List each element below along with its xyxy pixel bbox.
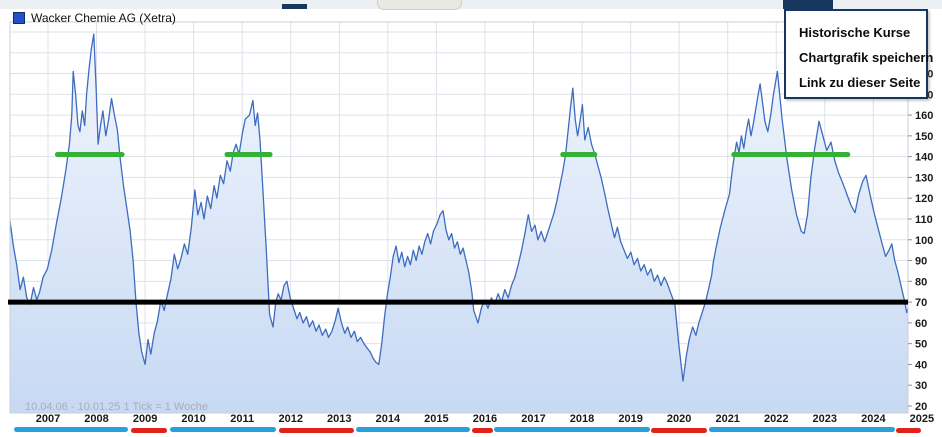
x-axis-label-2019: 2019 [618, 413, 642, 425]
y-axis-label-100: 100 [915, 235, 933, 247]
trend-bar-blue-5 [356, 427, 470, 432]
y-axis-label-80: 80 [915, 276, 927, 288]
menu-item-link-zu-dieser-seite[interactable]: Link zu dieser Seite [799, 75, 921, 90]
y-axis-label-50: 50 [915, 339, 927, 351]
trend-bar-red-10 [896, 428, 921, 433]
trend-bar-blue-1 [14, 427, 128, 432]
trend-bar-red-4 [279, 428, 354, 433]
legend-label: Wacker Chemie AG (Xetra) [31, 11, 176, 25]
x-axis-label-2008: 2008 [84, 413, 108, 425]
menu-anchor-tab[interactable] [783, 0, 833, 9]
x-axis-label-2007: 2007 [36, 413, 60, 425]
y-axis-label-110: 110 [915, 214, 933, 226]
trend-bar-red-2 [131, 428, 167, 433]
x-axis: 2007 2008 2009 2010 2011 2012 2013 2014 2015 2016… [36, 413, 934, 425]
trend-bar-blue-7 [494, 427, 650, 432]
x-axis-label-2018: 2018 [570, 413, 594, 425]
x-axis-label-2017: 2017 [521, 413, 545, 425]
y-axis-label-70: 70 [915, 297, 927, 309]
x-axis-label-2022: 2022 [764, 413, 788, 425]
legend-swatch-icon [13, 12, 25, 24]
plot-border [9, 21, 909, 414]
x-axis-label-2014: 2014 [376, 413, 401, 425]
price-curve [9, 33, 909, 382]
price-area-fill [10, 34, 909, 413]
context-menu: Historische Kurse Chartgrafik speichern … [784, 9, 934, 99]
x-axis-label-2023: 2023 [813, 413, 837, 425]
menu-item-chartgrafik-speichern[interactable]: Chartgrafik speichern [799, 50, 934, 65]
watermark-period-note: 10.04.06 - 10.01.25 1 Tick = 1 Woche [25, 401, 208, 413]
x-axis-label-2010: 2010 [181, 413, 205, 425]
trend-bar-blue-3 [170, 427, 276, 432]
trend-bars [14, 427, 921, 433]
tab-fragment[interactable] [282, 4, 307, 9]
menu-item-historische-kurse[interactable]: Historische Kurse [799, 25, 911, 40]
trend-bar-red-8 [651, 428, 707, 433]
y-axis-label-90: 90 [915, 256, 927, 268]
x-axis-label-2011: 2011 [230, 413, 254, 425]
x-axis-label-2013: 2013 [327, 413, 351, 425]
y-axis-label-160: 160 [915, 110, 933, 122]
browser-chrome-strip [0, 0, 942, 9]
x-axis-label-2015: 2015 [424, 413, 448, 425]
x-axis-label-2021: 2021 [715, 413, 739, 425]
toolbar-pill-fragment[interactable] [377, 0, 462, 10]
x-axis-label-2024: 2024 [861, 413, 886, 425]
y-axis-label-30: 30 [915, 380, 927, 392]
trend-bar-blue-9 [709, 427, 895, 432]
y-axis: 2030405060708090100110120130140150160170… [908, 69, 933, 413]
y-axis-label-150: 150 [915, 131, 933, 143]
y-axis-label-40: 40 [915, 359, 927, 371]
x-axis-label-2016: 2016 [473, 413, 497, 425]
x-axis-label-2012: 2012 [279, 413, 303, 425]
trend-bar-red-6 [472, 428, 493, 433]
y-axis-label-60: 60 [915, 318, 927, 330]
x-axis-label-2020: 2020 [667, 413, 691, 425]
y-axis-label-140: 140 [915, 152, 933, 164]
y-axis-label-120: 120 [915, 193, 933, 205]
x-axis-label-2025: 2025 [910, 413, 934, 425]
y-axis-label-130: 130 [915, 172, 933, 184]
x-axis-label-2009: 2009 [133, 413, 157, 425]
y-axis-label-20: 20 [915, 401, 927, 413]
chart-legend: Wacker Chemie AG (Xetra) [13, 11, 176, 25]
